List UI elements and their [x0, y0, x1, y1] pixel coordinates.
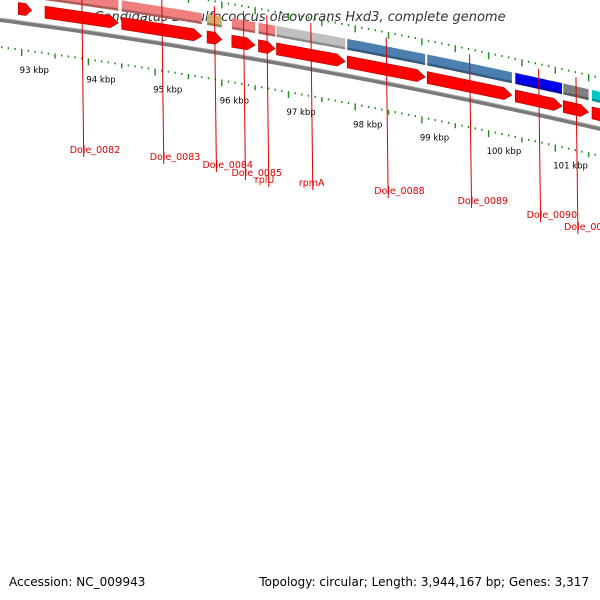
gene-label-leader — [575, 77, 579, 235]
scale-label: 99 kbp — [420, 133, 449, 143]
gene-label: rpmA — [299, 178, 325, 189]
gene-label: rplU — [255, 175, 275, 186]
accession-label: Accession: NC_009943 — [9, 575, 146, 589]
scale-label: 95 kbp — [153, 86, 182, 96]
cds-arrow — [18, 2, 33, 16]
scale-label: 93 kbp — [20, 66, 49, 76]
gene-label: Dole_0091 — [564, 222, 600, 233]
scale-label: 97 kbp — [286, 108, 315, 118]
gene-label-leader — [385, 37, 389, 199]
cog-feature-shadow — [45, 0, 119, 11]
topology-label: Topology: circular; Length: 3,944,167 bp… — [259, 575, 589, 589]
gene-label: Dole_0083 — [150, 152, 201, 163]
cds-arrow — [591, 106, 600, 122]
cog-feature — [592, 89, 600, 103]
gene-label: Dole_0085 — [231, 168, 282, 179]
gene-label: Dole_0088 — [374, 186, 425, 197]
scale-label: 94 kbp — [86, 75, 115, 85]
gene-label-leader — [213, 6, 217, 173]
backbone-highlight — [0, 17, 600, 128]
gene-label: Dole_0084 — [202, 160, 253, 171]
scale-label: 100 kbp — [487, 147, 522, 157]
cog-feature-shadow — [592, 98, 600, 103]
gene-label-leader — [538, 68, 542, 223]
scale-label: 101 kbp — [553, 162, 588, 172]
scale-label: 98 kbp — [353, 120, 382, 130]
gene-label-leader — [266, 15, 270, 188]
gene-label: Dole_0089 — [458, 196, 509, 207]
gene-label-leader — [310, 23, 314, 191]
gene-label-leader — [81, 0, 85, 158]
gene-label: Dole_0082 — [70, 145, 121, 156]
cog-feature — [45, 0, 119, 11]
gene-label: Dole_0090 — [527, 210, 578, 221]
scale-label: 96 kbp — [220, 96, 249, 106]
gene-label-leader — [242, 11, 246, 181]
gene-label-leader — [469, 54, 473, 209]
backbone-line — [0, 17, 600, 131]
gene-label-leader — [161, 0, 165, 165]
